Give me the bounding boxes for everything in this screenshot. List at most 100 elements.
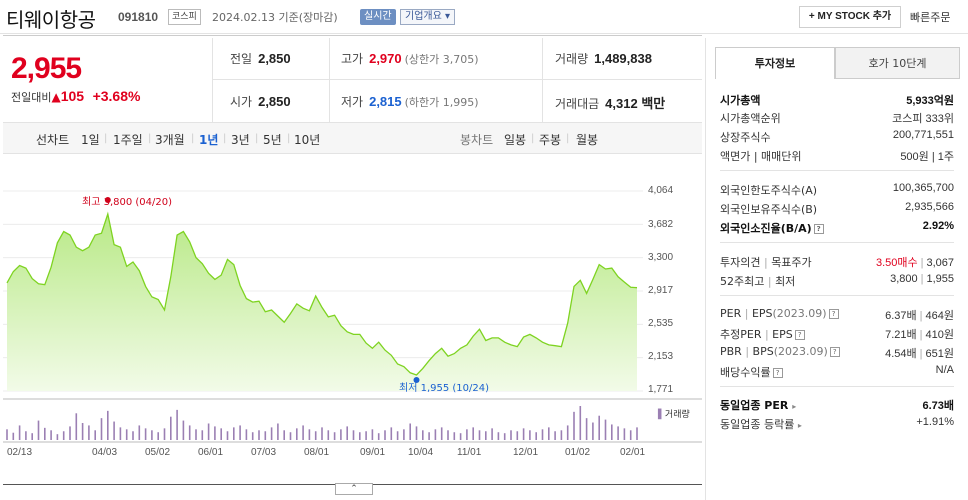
volume-bar bbox=[201, 430, 204, 440]
volume-bar bbox=[352, 430, 355, 440]
list-item[interactable]: 동일업종 등락률 ▸ +1.91% bbox=[720, 416, 954, 431]
divider bbox=[212, 79, 702, 80]
company-overview-dropdown[interactable]: 기업개요 ▾ bbox=[400, 9, 455, 25]
divider bbox=[720, 295, 954, 296]
stat-low: 저가 2,815 (하한가 1,995) bbox=[341, 94, 479, 109]
volume-bar bbox=[163, 428, 166, 440]
tab-orderbook[interactable]: 호가 10단계 bbox=[835, 47, 960, 79]
volume-bar bbox=[138, 425, 141, 440]
x-tick-label: 01/02 bbox=[565, 447, 591, 458]
separator: | bbox=[566, 133, 570, 144]
period-1d[interactable]: 1일 bbox=[81, 133, 100, 147]
volume-bar bbox=[18, 425, 21, 440]
volume-bar bbox=[302, 425, 304, 440]
volume-bar bbox=[340, 429, 342, 440]
help-icon[interactable]: ? bbox=[772, 368, 783, 378]
separator: | bbox=[148, 133, 152, 144]
volume-bar bbox=[44, 427, 46, 440]
price-change: 전일대비▲105 +3.68% bbox=[11, 88, 140, 105]
x-tick-label: 02/01 bbox=[620, 447, 646, 458]
volume-bar bbox=[485, 431, 487, 440]
volume-bar bbox=[283, 430, 285, 440]
period-3m[interactable]: 3개월 bbox=[155, 133, 185, 147]
price-date: 2024.02.13 기준(장마감) bbox=[212, 11, 338, 24]
y-tick-label: 2,917 bbox=[648, 285, 674, 296]
volume-bar bbox=[422, 430, 424, 440]
list-item: 52주최고 | 최저 3,800 | 1,955 bbox=[720, 273, 954, 288]
list-item[interactable]: 동일업종 PER ▸ 6.73배 bbox=[720, 399, 954, 412]
separator: | bbox=[223, 133, 227, 144]
separator: | bbox=[255, 133, 259, 144]
add-my-stock-label: MY STOCK 추가 bbox=[817, 11, 892, 22]
low-annotation: 최저 1,955 (10/24) bbox=[399, 383, 490, 394]
help-icon[interactable]: ? bbox=[829, 347, 840, 357]
list-item: 배당수익률? N/A bbox=[720, 364, 954, 379]
candle-daily[interactable]: 일봉 bbox=[504, 133, 527, 147]
volume-bar bbox=[12, 432, 15, 440]
period-10y[interactable]: 10년 bbox=[294, 133, 321, 147]
volume-bar bbox=[636, 427, 638, 440]
realtime-button[interactable]: 실시간 bbox=[360, 9, 396, 25]
separator: | bbox=[287, 133, 291, 144]
period-5y[interactable]: 5년 bbox=[263, 133, 282, 147]
quick-order-link[interactable]: 빠른주문 bbox=[910, 11, 951, 24]
period-3y[interactable]: 3년 bbox=[231, 133, 250, 147]
list-item: 시가총액순위 코스피 333위 bbox=[720, 112, 954, 125]
volume-bar bbox=[220, 428, 222, 440]
volume-bar bbox=[264, 431, 267, 440]
period-1y[interactable]: 1년 bbox=[199, 133, 219, 147]
divider bbox=[720, 170, 954, 171]
price-chart[interactable]: 4,064 3,682 3,300 2,917 2,535 2,153 1,77… bbox=[3, 155, 702, 477]
volume-bar bbox=[327, 430, 330, 440]
x-tick-label: 04/03 bbox=[92, 447, 118, 458]
volume-bar bbox=[529, 430, 531, 440]
volume-bar bbox=[50, 430, 52, 440]
list-item: 투자의견 | 목표주가 3.50매수 | 3,067 bbox=[720, 256, 954, 269]
candle-monthly[interactable]: 월봉 bbox=[576, 133, 599, 147]
candle-weekly[interactable]: 주봉 bbox=[539, 133, 562, 147]
volume-bar bbox=[239, 425, 241, 440]
x-tick-label: 08/01 bbox=[304, 447, 330, 458]
divider bbox=[329, 38, 330, 122]
tab-investment-info[interactable]: 투자정보 bbox=[715, 47, 835, 79]
list-item: PER | EPS(2023.09)? 6.37배 | 464원 bbox=[720, 307, 954, 322]
volume-bar bbox=[289, 432, 292, 440]
volume-bar bbox=[107, 410, 109, 440]
volume-bar bbox=[233, 427, 235, 440]
add-my-stock-button[interactable]: + MY STOCK 추가 bbox=[799, 6, 901, 28]
volume-bar bbox=[157, 432, 159, 440]
help-icon[interactable]: ? bbox=[828, 309, 839, 319]
x-tick-label: 12/01 bbox=[513, 447, 539, 458]
stock-name: 티웨이항공 bbox=[6, 8, 96, 32]
volume-bar bbox=[296, 428, 298, 440]
market-badge: 코스피 bbox=[168, 9, 201, 25]
chevron-up-icon[interactable]: ⌃ bbox=[335, 483, 373, 495]
investment-info-panel: 투자정보 호가 10단계 시가총액 5,933억원 시가총액순위 코스피 333위 … bbox=[705, 38, 968, 500]
list-item: 외국인한도주식수(A) 100,365,700 bbox=[720, 182, 954, 197]
help-icon[interactable]: ? bbox=[794, 330, 805, 340]
volume-bar bbox=[604, 419, 607, 440]
volume-bar bbox=[226, 431, 229, 440]
help-icon[interactable]: ? bbox=[813, 224, 824, 234]
line-chart-label: 선차트 bbox=[36, 133, 70, 147]
volume-bar bbox=[478, 430, 481, 440]
volume-bar bbox=[333, 432, 336, 440]
volume-bar bbox=[390, 427, 393, 440]
volume-bar bbox=[491, 428, 493, 440]
volume-bar bbox=[176, 409, 178, 440]
volume-bar bbox=[503, 433, 506, 440]
chart-period-bar: 선차트 1일 | 1주일 | 3개월 | 1년 | 3년 | 5년 | 10년 … bbox=[3, 122, 702, 154]
separator: | bbox=[531, 133, 535, 144]
volume-bar bbox=[409, 423, 411, 440]
volume-bar bbox=[258, 430, 260, 440]
list-item: 시가총액 5,933억원 bbox=[720, 94, 954, 107]
volume-bar bbox=[554, 431, 556, 440]
volume-bar bbox=[113, 421, 115, 440]
period-1w[interactable]: 1주일 bbox=[113, 133, 143, 147]
volume-bar bbox=[440, 427, 443, 440]
volume-bar bbox=[585, 418, 588, 440]
volume-bar bbox=[415, 426, 418, 440]
volume-bar bbox=[629, 430, 632, 440]
volume-bar bbox=[6, 429, 8, 440]
volume-bar bbox=[56, 434, 59, 440]
